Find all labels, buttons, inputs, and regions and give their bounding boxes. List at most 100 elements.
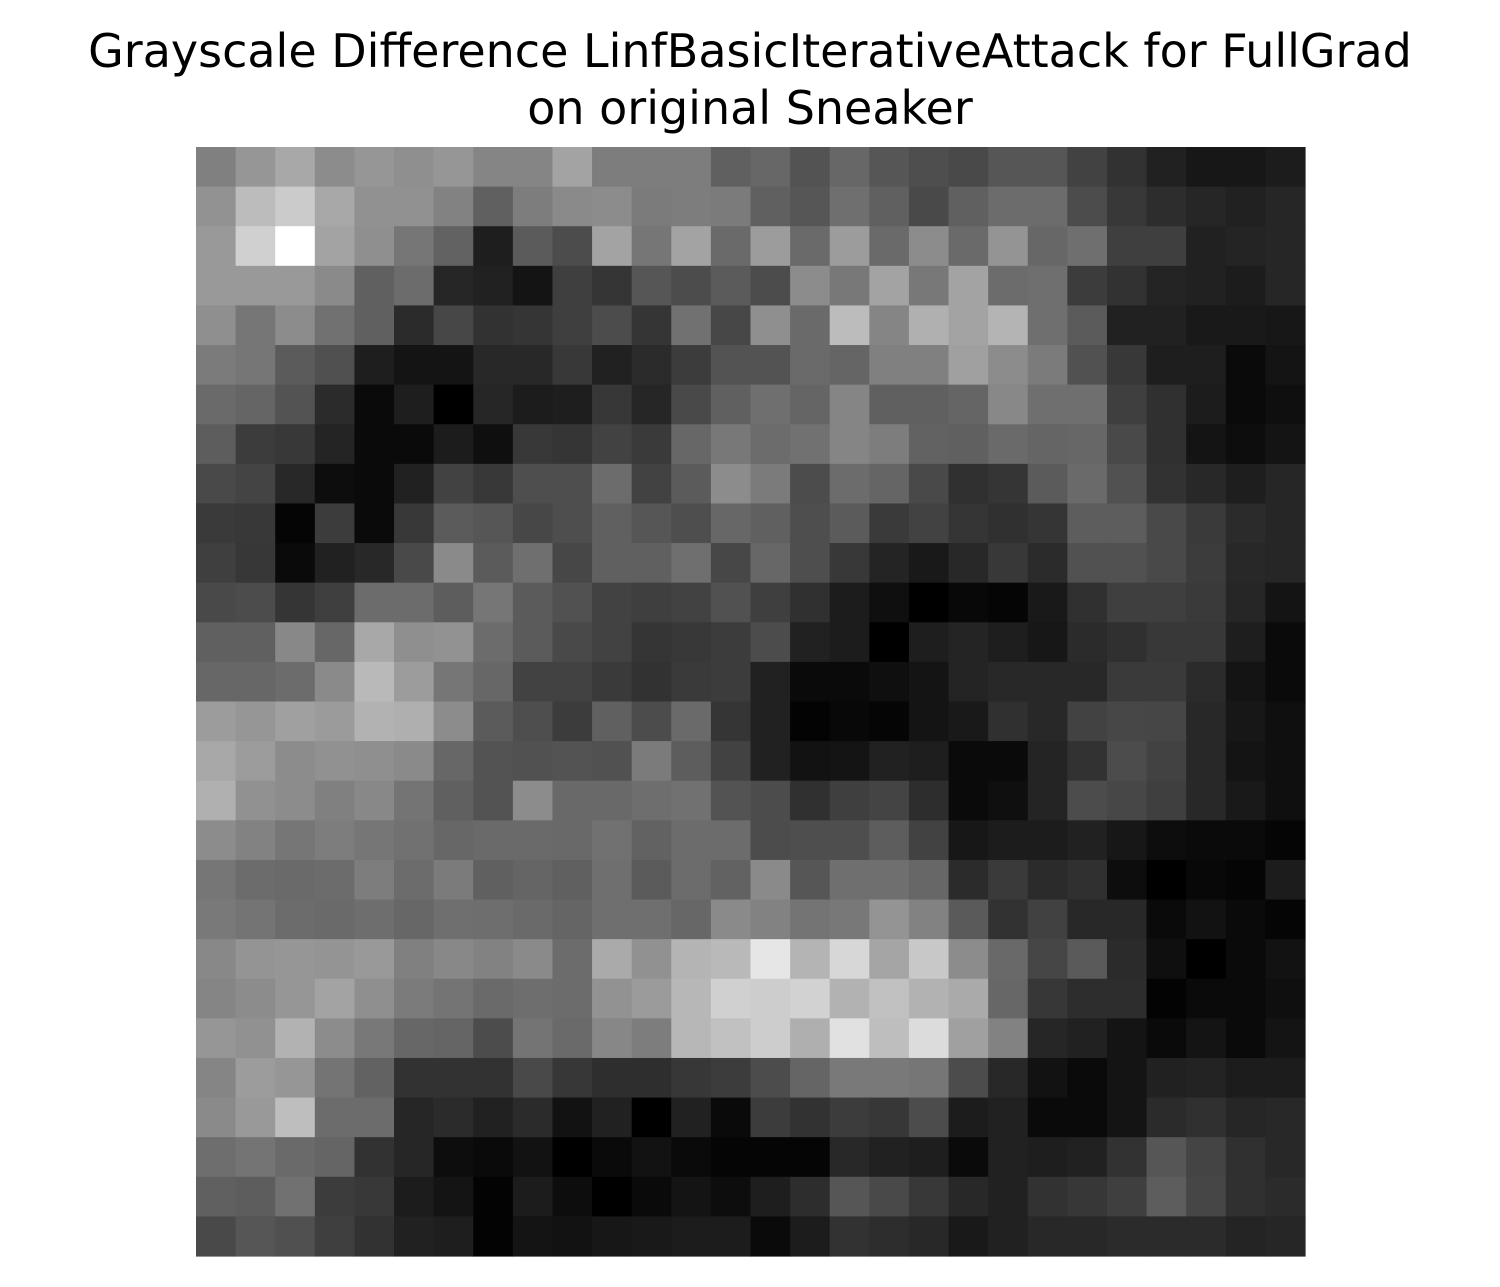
heatmap-cell — [196, 226, 237, 267]
heatmap-cell — [631, 1137, 672, 1178]
heatmap-cell — [1146, 147, 1187, 188]
heatmap-cell — [631, 859, 672, 901]
heatmap-cell — [354, 345, 395, 386]
heatmap-cell — [908, 939, 950, 980]
heatmap-cell — [1186, 226, 1227, 267]
heatmap-cell — [869, 939, 910, 980]
heatmap-cell — [592, 661, 633, 703]
heatmap-cell — [710, 345, 752, 386]
heatmap-cell — [1067, 226, 1108, 267]
heatmap-cell — [1186, 622, 1227, 663]
heatmap-cell — [473, 1057, 514, 1099]
heatmap-cell — [988, 899, 1029, 940]
heatmap-cell — [908, 1057, 950, 1099]
heatmap-cell — [1106, 265, 1148, 307]
heatmap-cell — [1146, 661, 1187, 703]
heatmap-cell — [1146, 978, 1187, 1019]
heatmap-cell — [354, 463, 395, 505]
heatmap-cell — [1067, 859, 1108, 901]
heatmap-cell — [1106, 1137, 1148, 1178]
heatmap-cell — [631, 265, 672, 307]
heatmap-cell — [631, 622, 672, 663]
heatmap-cell — [275, 265, 316, 307]
heatmap-cell — [196, 345, 237, 386]
heatmap-cell — [750, 543, 791, 584]
heatmap-cell — [631, 305, 672, 346]
heatmap-cell — [671, 582, 712, 623]
heatmap-cell — [592, 226, 633, 267]
heatmap-cell — [1265, 1216, 1306, 1257]
heatmap-cell — [196, 701, 237, 742]
heatmap-cell — [394, 345, 435, 386]
heatmap-cell — [631, 780, 672, 821]
heatmap-cell — [1186, 741, 1227, 782]
heatmap-cell — [394, 1057, 435, 1099]
heatmap-cell — [1265, 978, 1306, 1019]
heatmap-cell — [829, 780, 870, 821]
heatmap-cell — [829, 899, 870, 940]
heatmap-cell — [790, 582, 831, 623]
heatmap-cell — [1265, 859, 1306, 901]
heatmap-cell — [631, 424, 672, 465]
heatmap-cell — [1265, 265, 1306, 307]
heatmap-cell — [275, 147, 316, 188]
heatmap-cell — [671, 265, 712, 307]
heatmap-cell — [196, 582, 237, 623]
heatmap-cell — [473, 582, 514, 623]
heatmap-cell — [512, 939, 554, 980]
heatmap-cell — [671, 780, 712, 821]
heatmap-cell — [790, 1097, 831, 1138]
heatmap-cell — [710, 1018, 752, 1059]
heatmap-cell — [1027, 147, 1068, 188]
heatmap-cell — [473, 305, 514, 346]
heatmap-cell — [512, 305, 554, 346]
heatmap-cell — [908, 1137, 950, 1178]
heatmap-cell — [948, 820, 989, 861]
heatmap-cell — [948, 543, 989, 584]
heatmap-cell — [196, 1057, 237, 1099]
heatmap-cell — [671, 899, 712, 940]
heatmap-cell — [908, 741, 950, 782]
heatmap-cell — [433, 1216, 474, 1257]
heatmap-cell — [552, 780, 593, 821]
heatmap-cell — [710, 661, 752, 703]
heatmap-cell — [433, 424, 474, 465]
heatmap-cell — [1225, 503, 1266, 544]
heatmap-cell — [1186, 1097, 1227, 1138]
heatmap-cell — [592, 1176, 633, 1217]
heatmap-cell — [988, 226, 1029, 267]
heatmap-cell — [948, 186, 989, 227]
heatmap-cell — [592, 345, 633, 386]
heatmap-cell — [473, 226, 514, 267]
heatmap-cell — [671, 1216, 712, 1257]
heatmap-cell — [1186, 384, 1227, 425]
heatmap-cell — [275, 1097, 316, 1138]
heatmap-cell — [988, 1057, 1029, 1099]
heatmap-cell — [1067, 978, 1108, 1019]
heatmap-cell — [790, 939, 831, 980]
heatmap-cell — [1027, 780, 1068, 821]
heatmap-cell — [1146, 1057, 1187, 1099]
heatmap-cell — [869, 1216, 910, 1257]
heatmap-cell — [948, 1216, 989, 1257]
heatmap-cell — [552, 1097, 593, 1138]
heatmap-cell — [1027, 265, 1068, 307]
heatmap-cell — [710, 820, 752, 861]
heatmap-cell — [235, 1057, 276, 1099]
heatmap-cell — [869, 1057, 910, 1099]
heatmap-cell — [275, 859, 316, 901]
heatmap-cell — [750, 622, 791, 663]
heatmap-cell — [1146, 741, 1187, 782]
heatmap-cell — [512, 899, 554, 940]
heatmap-cell — [829, 463, 870, 505]
heatmap-cell — [1146, 582, 1187, 623]
heatmap-cell — [750, 1018, 791, 1059]
heatmap-cell — [473, 661, 514, 703]
heatmap-cell — [750, 859, 791, 901]
heatmap-cell — [710, 741, 752, 782]
heatmap-cell — [512, 1097, 554, 1138]
heatmap-cell — [750, 424, 791, 465]
heatmap-cell — [908, 899, 950, 940]
heatmap-cell — [1225, 463, 1266, 505]
heatmap-cell — [790, 661, 831, 703]
